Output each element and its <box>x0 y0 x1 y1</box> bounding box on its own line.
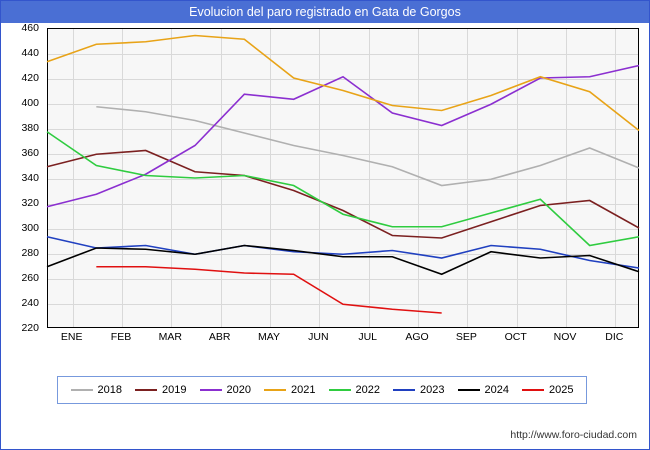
y-axis-tick-label: 260 <box>21 272 39 284</box>
x-axis-tick-label: NOV <box>553 331 577 343</box>
y-axis-tick-label: 460 <box>21 22 39 34</box>
y-axis-tick-label: 440 <box>21 47 39 59</box>
y-axis-tick-label: 400 <box>21 97 39 109</box>
y-axis-tick-label: 220 <box>21 322 39 334</box>
y-axis-labels: 220 240 260 280 300 320 340 360 380 400 420 440 460 <box>1 22 43 334</box>
gridline-horizontal <box>48 204 638 205</box>
gridline-horizontal <box>48 104 638 105</box>
legend-swatch-icon <box>264 389 286 391</box>
x-axis-tick-label: DIC <box>605 331 624 343</box>
y-axis-tick-label: 380 <box>21 122 39 134</box>
y-axis-tick-label: 240 <box>21 297 39 309</box>
legend-swatch-icon <box>393 389 415 391</box>
legend-label: 2019 <box>162 384 187 396</box>
legend-swatch-icon <box>135 389 157 391</box>
gridline-vertical <box>368 29 370 327</box>
series-line-2020 <box>46 64 640 208</box>
x-axis-tick-label: MAY <box>258 331 280 343</box>
legend-label: 2021 <box>291 384 316 396</box>
gridline-horizontal <box>48 154 638 155</box>
series-line-2019 <box>46 149 640 239</box>
gridline-horizontal <box>48 79 638 80</box>
legend-label: 2024 <box>484 384 509 396</box>
legend-item-2022[interactable]: 2022 <box>328 384 380 396</box>
series-line-2025 <box>96 265 442 314</box>
legend-label: 2023 <box>420 384 445 396</box>
x-axis-tick-label: MAR <box>158 331 182 343</box>
legend-swatch-icon <box>457 389 480 391</box>
gridline-horizontal <box>48 229 638 230</box>
series-line-2021 <box>46 34 640 132</box>
legend-label: 2018 <box>97 384 122 396</box>
x-axis-tick-label: JUL <box>358 331 377 343</box>
series-line-2022 <box>46 131 640 247</box>
chart-lines <box>46 34 640 314</box>
gridline-vertical <box>467 29 469 327</box>
gridline-vertical <box>270 29 271 327</box>
x-axis-tick-label: SEP <box>455 331 477 343</box>
legend-swatch-icon <box>328 389 351 391</box>
x-axis-labels: ENE FEB MAR ABR MAY JUN JUL AGO SEP OCT NOV DIC <box>47 331 639 347</box>
legend-label: 2025 <box>549 384 574 396</box>
y-axis-tick-label: 280 <box>21 247 39 259</box>
legend-item-2024[interactable]: 2024 <box>457 384 509 396</box>
gridline-horizontal <box>48 279 638 280</box>
gridline-vertical <box>220 29 222 327</box>
gridline-horizontal <box>48 179 638 180</box>
gridline-vertical <box>418 29 419 327</box>
legend-swatch-icon <box>199 389 222 391</box>
legend-swatch-icon <box>522 389 544 391</box>
legend-swatch-icon <box>70 389 93 391</box>
gridline-horizontal <box>48 54 638 55</box>
x-axis-tick-label: AGO <box>405 331 429 343</box>
y-axis-tick-label: 300 <box>21 222 39 234</box>
gridline-vertical <box>516 29 518 327</box>
x-axis-tick-label: JUN <box>308 331 329 343</box>
gridline-vertical <box>319 29 321 327</box>
y-axis-tick-label: 340 <box>21 172 39 184</box>
page-title: Evolucion del paro registrado en Gata de… <box>1 1 649 23</box>
source-url: http://www.foro-ciudad.com <box>510 429 637 441</box>
chart-legend: 2018 2019 2020 2021 2022 2023 2024 2025 <box>57 376 587 404</box>
y-axis-tick-label: 320 <box>21 197 39 209</box>
x-axis-tick-label: ENE <box>60 331 83 343</box>
x-axis-tick-label: ABR <box>208 331 231 343</box>
x-axis-tick-label: FEB <box>110 331 132 343</box>
x-axis-tick-label: OCT <box>504 331 527 343</box>
series-line-2024 <box>46 244 640 276</box>
gridline-vertical <box>566 29 567 327</box>
gridline-horizontal <box>48 129 638 130</box>
legend-item-2018[interactable]: 2018 <box>70 384 122 396</box>
y-axis-tick-label: 420 <box>21 72 39 84</box>
gridline-vertical <box>72 29 74 327</box>
legend-item-2023[interactable]: 2023 <box>393 384 444 396</box>
legend-item-2025[interactable]: 2025 <box>522 384 573 396</box>
gridline-vertical <box>171 29 173 327</box>
plot-wrapper <box>46 28 640 328</box>
series-line-2023 <box>46 235 640 269</box>
series-line-2018 <box>96 105 640 187</box>
legend-item-2019[interactable]: 2019 <box>135 384 186 396</box>
legend-label: 2020 <box>226 384 251 396</box>
legend-label: 2022 <box>355 384 380 396</box>
gridline-vertical <box>615 29 617 327</box>
legend-item-2021[interactable]: 2021 <box>264 384 315 396</box>
legend-item-2020[interactable]: 2020 <box>199 384 251 396</box>
gridline-vertical <box>122 29 123 327</box>
y-axis-tick-label: 360 <box>21 147 39 159</box>
